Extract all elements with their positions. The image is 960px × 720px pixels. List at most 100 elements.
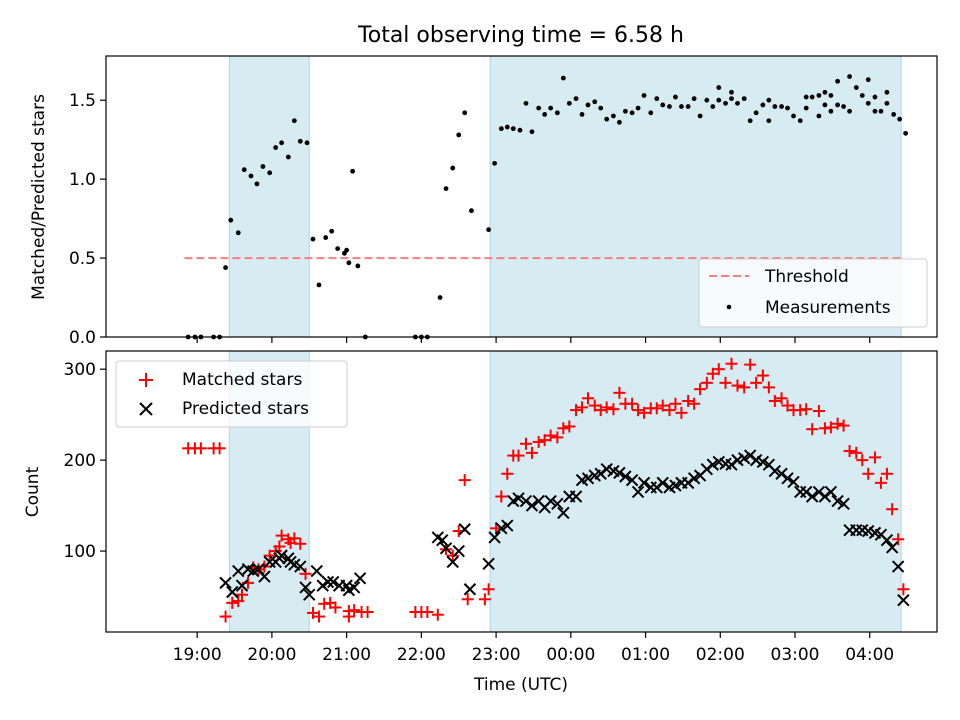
matched-star-point xyxy=(544,429,557,442)
predicted-star-point xyxy=(321,575,335,589)
predicted-star-point xyxy=(700,463,714,476)
measurement-point xyxy=(641,93,647,98)
measurement-point xyxy=(791,113,796,119)
measurement-point xyxy=(884,89,890,95)
matched-star-point xyxy=(275,529,288,542)
measurement-point xyxy=(660,102,666,108)
top-legend: Threshold Measurements xyxy=(698,258,928,328)
matched-star-point xyxy=(812,405,825,418)
measurement-point xyxy=(350,168,356,174)
measurement-point xyxy=(884,100,890,106)
matched-star-point xyxy=(312,610,325,623)
matched-star-point xyxy=(557,422,570,435)
matched-star-point xyxy=(750,376,763,389)
measurement-point xyxy=(355,263,361,269)
measurement-point xyxy=(267,170,273,176)
predicted-star-point xyxy=(781,472,794,485)
matched-star-point xyxy=(688,397,701,410)
matched-star-point xyxy=(694,383,707,396)
predicted-star-point xyxy=(519,494,533,508)
measurement-point xyxy=(456,132,462,138)
predicted-star-point xyxy=(232,564,245,578)
measurement-point xyxy=(462,110,468,116)
matched-star-point xyxy=(800,403,813,416)
predicted-star-point xyxy=(303,588,316,601)
predicted-star-point xyxy=(525,499,539,512)
predicted-star-point xyxy=(880,533,894,547)
matched-star-point xyxy=(501,467,514,480)
predicted-stars-series xyxy=(219,449,910,607)
x-tick-label: 04:00 xyxy=(845,645,894,665)
matched-star-point xyxy=(775,392,788,405)
measurement-point xyxy=(510,126,516,132)
bottom-y-axis: 100 200 300 xyxy=(64,360,106,562)
matched-star-point xyxy=(868,451,881,464)
measurement-point xyxy=(469,208,474,214)
bottom-axes-frame xyxy=(105,350,938,633)
measurement-point xyxy=(785,105,790,111)
y-tick-label: 100 xyxy=(64,542,96,562)
measurement-point xyxy=(673,94,678,100)
top-shaded-intervals xyxy=(228,56,902,337)
predicted-star-point xyxy=(594,467,607,480)
matched-star-point xyxy=(843,445,856,458)
top-y-axis: 0.0 0.5 1.0 1.5 xyxy=(69,91,106,348)
measurement-point xyxy=(865,77,871,83)
measurement-point xyxy=(323,235,329,240)
measurement-point xyxy=(859,93,865,98)
predicted-star-point xyxy=(436,533,449,547)
measurement-point xyxy=(735,100,740,106)
matched-star-point xyxy=(431,608,444,621)
measurement-point xyxy=(523,100,529,106)
legend-matched-label: Matched stars xyxy=(182,370,302,390)
matched-star-point xyxy=(886,503,899,516)
matched-star-point xyxy=(862,467,875,480)
predicted-star-point xyxy=(512,492,525,505)
measurement-point xyxy=(716,85,722,90)
measurement-point xyxy=(897,116,903,122)
measurement-point xyxy=(622,108,628,114)
predicted-star-point xyxy=(891,560,905,573)
measurement-point xyxy=(604,116,610,122)
matched-star-point xyxy=(532,435,545,448)
matched-star-point xyxy=(478,593,491,606)
measurement-point xyxy=(828,108,834,114)
matched-star-point xyxy=(594,404,607,417)
matched-star-point xyxy=(632,404,645,417)
measurements-series xyxy=(185,74,909,340)
bottom-legend: Matched stars Predicted stars xyxy=(115,360,348,428)
measurement-point xyxy=(346,260,352,266)
measurement-point xyxy=(560,75,566,81)
matched-star-point xyxy=(719,376,732,389)
x-tick-label: 21:00 xyxy=(322,645,371,665)
panel-top: 0.0 0.5 1.0 1.5 Matched/Predicted stars Thr… xyxy=(29,55,938,348)
panel-bottom: 100 200 300 19:00 20:00 21:00 22:00 23:00 00:00… xyxy=(23,350,938,695)
top-y-axis-label: Matched/Predicted stars xyxy=(29,94,49,300)
measurement-point xyxy=(248,173,254,179)
matched-star-point xyxy=(850,446,863,459)
matched-star-point xyxy=(744,358,757,371)
measurement-point xyxy=(498,126,504,132)
predicted-star-point xyxy=(439,542,453,555)
matched-star-point xyxy=(650,402,663,415)
matched-star-point xyxy=(762,381,775,394)
matched-star-point xyxy=(582,392,595,405)
measurement-point xyxy=(344,247,350,253)
measurement-point xyxy=(635,105,641,111)
predicted-star-point xyxy=(501,519,514,532)
measurement-point xyxy=(872,94,878,100)
measurement-point xyxy=(566,100,572,106)
matched-star-point xyxy=(512,449,525,462)
matched-star-point xyxy=(806,423,819,436)
predicted-star-point xyxy=(326,575,340,589)
predicted-star-point xyxy=(800,485,813,499)
matched-star-point xyxy=(288,532,301,545)
matched-star-point xyxy=(213,442,226,455)
matched-star-point xyxy=(236,588,249,601)
predicted-star-point xyxy=(818,490,832,503)
measurement-point xyxy=(760,102,766,108)
predicted-star-point xyxy=(446,555,459,569)
measurement-point xyxy=(648,110,654,116)
predicted-star-point xyxy=(681,476,695,490)
measurement-point xyxy=(691,96,697,102)
